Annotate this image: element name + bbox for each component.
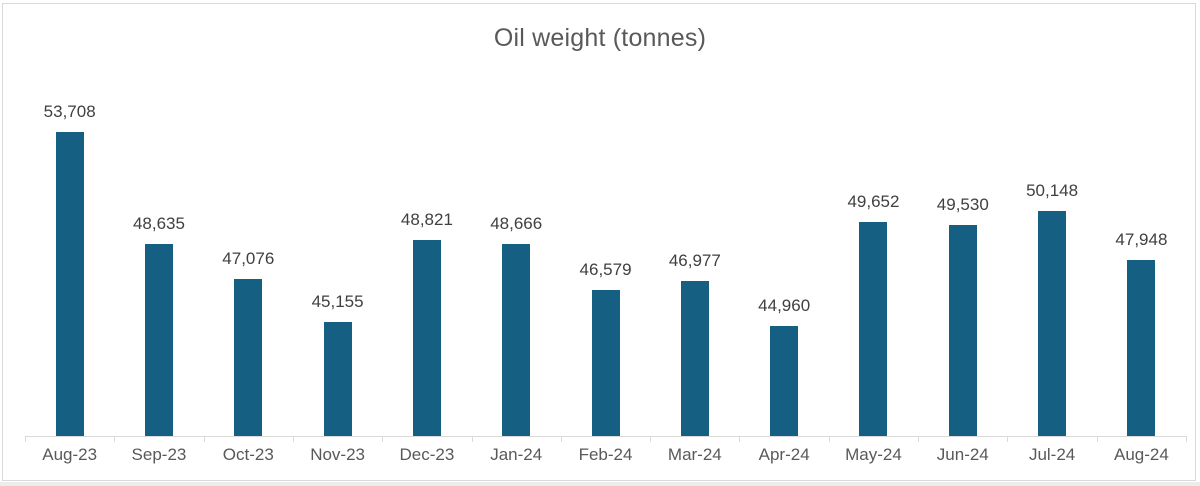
bar-Jan-24[interactable] (502, 244, 531, 436)
axis-tick (560, 436, 562, 442)
axis-tick (918, 436, 920, 442)
x-axis-label-Sep-23[interactable]: Sep-23 (131, 445, 187, 464)
bar-cell: 44,960 (740, 90, 829, 436)
axis-tick (1186, 436, 1187, 442)
plot-area: 53,708 48,635 47,076 45,155 48,821 48,666 46,5… (25, 90, 1186, 436)
x-axis-label-Jul-24[interactable]: Jul-24 (1028, 445, 1076, 464)
bar-cell: 47,948 (1097, 90, 1186, 436)
axis-tick (382, 436, 384, 442)
axis-tick (203, 436, 205, 442)
chart-title[interactable]: Oil weight (tonnes) (493, 24, 707, 52)
x-axis-labels: Aug-23 Sep-23 Oct-23 Nov-23 Dec-23 Jan-24 Feb-… (25, 444, 1186, 465)
bar-Apr-24[interactable] (770, 326, 799, 436)
bar-value-label: 46,579 (579, 260, 632, 279)
axis-tick (828, 436, 830, 442)
bar-value-label: 53,708 (43, 102, 96, 121)
x-axis-label-Oct-23[interactable]: Oct-23 (222, 445, 274, 464)
axis-tick (1096, 436, 1098, 442)
axis-tick (114, 436, 116, 442)
bar-cell: 48,821 (382, 90, 471, 436)
x-axis-label-Apr-24[interactable]: Apr-24 (758, 445, 810, 464)
bar-cell: 45,155 (293, 90, 382, 436)
bar-cell: 46,579 (561, 90, 650, 436)
bar-value-label: 47,948 (1115, 230, 1168, 249)
x-axis-label-Aug-24[interactable]: Aug-24 (1113, 445, 1169, 464)
axis-tick (25, 436, 26, 442)
axis-tick (471, 436, 473, 442)
bar-cell: 46,977 (650, 90, 739, 436)
bar-Dec-23[interactable] (412, 240, 441, 436)
bar-Sep-23[interactable] (144, 244, 173, 436)
x-axis-label-Jun-24[interactable]: Jun-24 (936, 445, 989, 464)
bar-value-label: 44,960 (758, 296, 811, 315)
x-axis-label-Jan-24[interactable]: Jan-24 (490, 445, 543, 464)
bar-value-label: 45,155 (311, 292, 364, 311)
bar-value-label: 48,666 (490, 214, 543, 233)
bar-value-label: 50,148 (1026, 181, 1079, 200)
axis-tick (739, 436, 741, 442)
bar-value-label: 46,977 (668, 251, 721, 270)
bar-Nov-23[interactable] (323, 322, 352, 436)
bar-cell: 49,530 (918, 90, 1007, 436)
x-axis-label-Nov-23[interactable]: Nov-23 (310, 445, 365, 464)
x-axis-line (25, 436, 1187, 437)
x-axis-label-May-24[interactable]: May-24 (845, 445, 902, 464)
bar-value-label: 48,635 (132, 214, 185, 233)
bar-Aug-23[interactable] (55, 132, 84, 436)
bar-Jul-24[interactable] (1038, 211, 1067, 436)
bar-cell: 49,652 (829, 90, 918, 436)
bar-cell: 48,635 (114, 90, 203, 436)
bar-value-label: 47,076 (222, 249, 275, 268)
bar-Aug-24[interactable] (1127, 260, 1156, 436)
bar-value-label: 49,530 (936, 195, 989, 214)
bar-Feb-24[interactable] (591, 290, 620, 436)
x-axis-label-Feb-24[interactable]: Feb-24 (578, 445, 633, 464)
bar-Jun-24[interactable] (948, 225, 977, 436)
bar-cell: 47,076 (204, 90, 293, 436)
x-axis-label-Dec-23[interactable]: Dec-23 (399, 445, 455, 464)
bar-cell: 50,148 (1007, 90, 1096, 436)
axis-tick (650, 436, 652, 442)
page-bottom-strip (0, 482, 1200, 486)
bar-cell: 48,666 (472, 90, 561, 436)
x-axis-label-Aug-23[interactable]: Aug-23 (42, 445, 98, 464)
bar-May-24[interactable] (859, 222, 888, 436)
axis-tick (1007, 436, 1009, 442)
bar-value-label: 48,821 (400, 210, 453, 229)
bar-Mar-24[interactable] (680, 281, 709, 436)
bar-cell: 53,708 (25, 90, 114, 436)
x-axis-label-Mar-24[interactable]: Mar-24 (667, 445, 722, 464)
axis-tick (292, 436, 294, 442)
bar-Oct-23[interactable] (234, 279, 263, 436)
bar-value-label: 49,652 (847, 192, 900, 211)
